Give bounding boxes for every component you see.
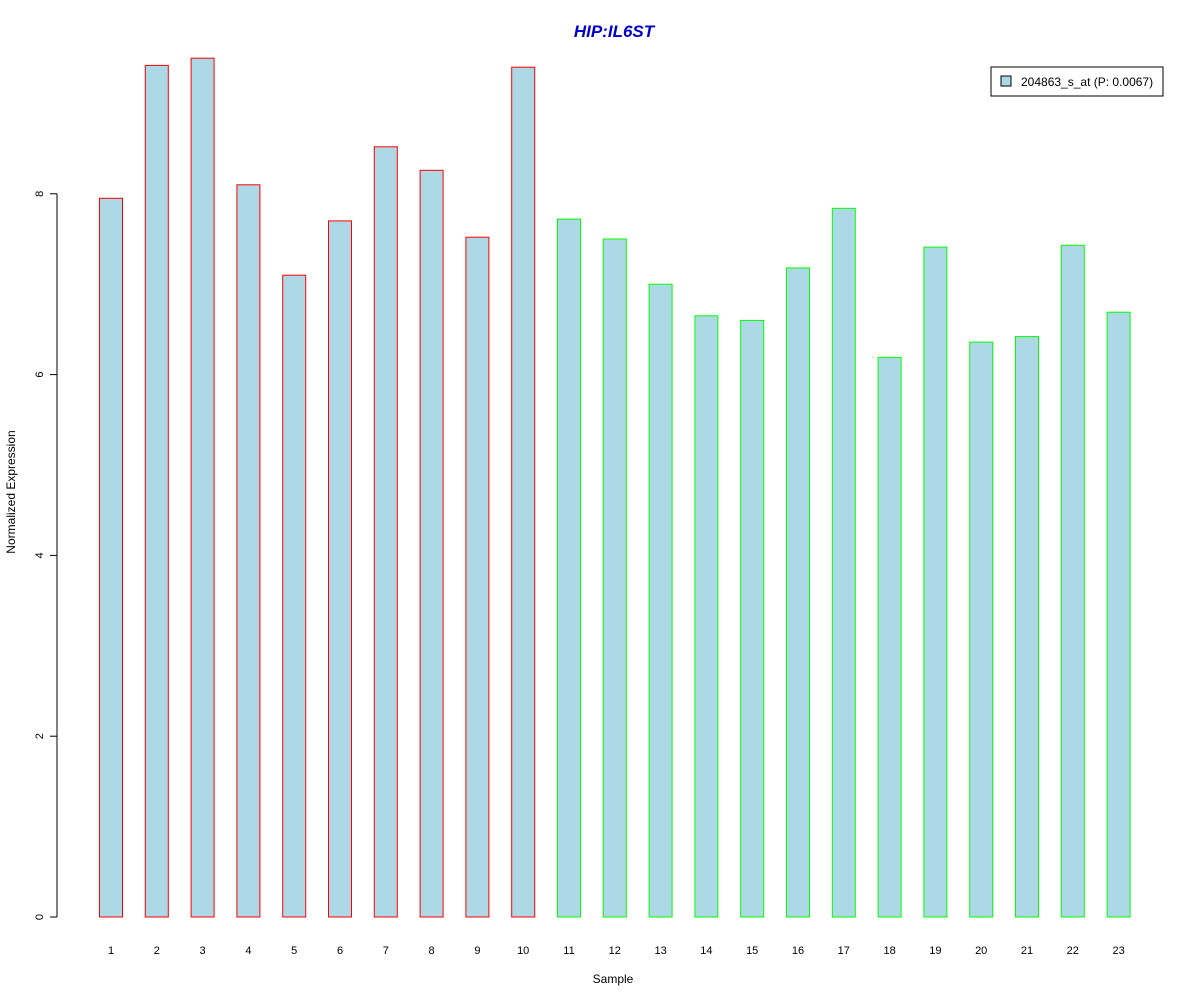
- bar-sample-1: [99, 197, 123, 918]
- x-axis-label: Sample: [593, 972, 634, 986]
- x-tick-label: 22: [1067, 945, 1079, 957]
- x-tick-label: 21: [1021, 945, 1033, 957]
- y-tick-label: 0: [34, 914, 46, 920]
- bar-sample-3: [190, 57, 215, 918]
- x-tick-label: 6: [337, 945, 343, 957]
- x-tick-label: 2: [154, 945, 160, 957]
- y-axis: 0 2 4 6 8: [34, 191, 58, 920]
- bar-sample-15: [740, 319, 765, 918]
- x-tick-label: 5: [291, 945, 297, 957]
- x-tick-label: 16: [792, 945, 804, 957]
- legend: 204863_s_at (P: 0.0067): [990, 66, 1164, 97]
- bar-sample-16: [786, 267, 810, 918]
- x-tick-label: 12: [609, 945, 621, 957]
- bar-sample-21: [1015, 336, 1039, 918]
- bar-sample-22: [1060, 244, 1085, 918]
- bar-sample-19: [923, 246, 948, 918]
- bar-sample-4: [236, 184, 261, 918]
- bar-sample-11: [557, 218, 581, 918]
- legend-box: [990, 66, 1164, 97]
- y-tick-label: 2: [34, 733, 46, 739]
- x-tick-labels: 1 2 3 4 5 6 7 8 9 10 11 12 13 14 15 16 17 18 19 20 21 22 23: [108, 945, 1125, 957]
- bar-sample-14: [694, 315, 719, 918]
- x-tick-label: 7: [383, 945, 389, 957]
- bar-sample-7: [373, 146, 398, 918]
- y-tick-label: 4: [34, 552, 46, 558]
- x-tick-label: 8: [429, 945, 435, 957]
- bar-sample-5: [282, 274, 307, 918]
- legend-label: 204863_s_at (P: 0.0067): [1021, 75, 1153, 89]
- bar-sample-6: [328, 220, 352, 918]
- y-tick-label: 6: [34, 372, 46, 378]
- x-tick-label: 4: [245, 945, 251, 957]
- x-tick-label: 20: [975, 945, 987, 957]
- bar-sample-18: [877, 356, 902, 918]
- x-tick-label: 23: [1112, 945, 1124, 957]
- x-tick-label: 3: [200, 945, 206, 957]
- x-tick-label: 19: [929, 945, 941, 957]
- y-tick-label: 8: [34, 191, 46, 197]
- x-tick-label: 9: [474, 945, 480, 957]
- bar-sample-2: [144, 64, 169, 918]
- bar-sample-10: [511, 66, 536, 918]
- x-tick-label: 13: [654, 945, 666, 957]
- x-tick-label: 17: [838, 945, 850, 957]
- x-tick-label: 10: [517, 945, 529, 957]
- x-tick-label: 11: [563, 945, 574, 957]
- bar-sample-17: [831, 207, 856, 918]
- legend-swatch: [1000, 75, 1012, 87]
- bar-sample-9: [465, 236, 490, 918]
- bar-sample-8: [419, 169, 444, 918]
- bar-sample-20: [969, 341, 994, 918]
- bar-sample-12: [602, 238, 627, 918]
- chart-title: HIP:IL6ST: [574, 22, 656, 41]
- x-tick-label: 14: [700, 945, 712, 957]
- bars-group: [99, 57, 1131, 918]
- bar-sample-13: [648, 283, 673, 918]
- y-axis-label: Normalized Expression: [4, 430, 18, 553]
- x-tick-label: 18: [883, 945, 895, 957]
- x-tick-label: 1: [108, 945, 114, 957]
- bar-sample-23: [1106, 311, 1131, 918]
- x-tick-label: 15: [746, 945, 758, 957]
